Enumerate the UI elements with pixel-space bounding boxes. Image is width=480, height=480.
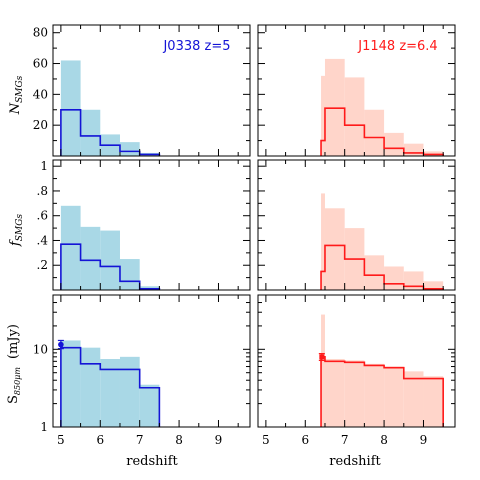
y-tick-label: 1 [40,159,48,173]
y-tick-label: 20 [33,118,48,132]
panel-right-row2 [257,159,456,291]
filled-bar [423,281,444,290]
filled-bar [321,75,325,156]
x-tick-label: 8 [175,433,183,447]
step-line [60,108,161,156]
panel-left-row2: .2 .4 .6 .8 1 [37,159,251,291]
panel-frame [257,159,456,291]
x-tick-label: 7 [341,433,349,447]
x-tick-label: 5 [57,433,65,447]
panel-frame [257,24,456,157]
panel-right-row3: 5 6 7 8 9 [257,294,456,447]
ylabel-row2-sub: SMGs [15,214,25,242]
filled-bar [324,359,345,427]
x-tick-label: 8 [380,433,388,447]
filled-bar [403,371,424,427]
filled-bar [60,60,81,156]
ylabel-row1-sub: SMGs [15,75,25,103]
filled-bar [100,359,120,427]
right-panel-title: J1148 z=6.4 [357,39,437,54]
svg-text:fSMGs: fSMGs [8,214,25,247]
filled-bar [344,360,365,427]
filled-bar [364,255,385,290]
panel-frame [52,159,251,291]
filled-bar [364,109,385,156]
svg-text:NSMGs: NSMGs [8,75,25,115]
filled-bar [80,109,101,156]
filled-bar [100,230,120,290]
left-xaxis-title: redshift [126,454,178,469]
filled-bar [80,226,101,290]
y-tick-label: 40 [33,87,48,101]
x-tick-label: 9 [420,433,428,447]
svg-text:S850μm(mJy): S850μm (mJy) [6,324,22,404]
x-tick-label: 6 [96,433,104,447]
filled-bar [423,376,444,427]
ylabel-row3-sub: 850μm [13,367,22,395]
data-point [58,341,64,348]
x-tick-label: 9 [215,433,223,447]
ylabel-row2: fSMGs [8,214,25,247]
data-point [319,354,325,360]
y-tick-label: 60 [33,57,48,71]
ylabel-row1-main: N [8,102,23,115]
y-tick-label: 1 [40,420,48,434]
filled-bar [384,366,404,427]
y-tick-label: .8 [37,184,48,198]
panel-frame [52,24,251,157]
step-line [320,356,444,427]
y-tick-label: .2 [37,258,48,272]
filled-bar [324,208,345,290]
y-tick-label: .4 [37,233,49,247]
ylabel-row3-unit: (mJy) [6,324,21,359]
filled-bar [60,205,81,290]
filled-bar [403,271,424,290]
ylabel-row1: NSMGs [8,75,25,115]
ylabel-row3-main: S [6,395,21,404]
filled-bar [119,356,140,427]
panel-left-row1: 20 40 60 80 [33,24,251,157]
x-tick-label: 6 [301,433,309,447]
filled-bar [119,142,140,156]
filled-bar [384,132,404,156]
x-tick-label: 5 [262,433,270,447]
y-tick-label: 10 [33,342,48,356]
ylabel-row2-main: f [8,239,23,247]
filled-bar [60,340,81,427]
step-line [60,243,161,290]
filled-bar [344,77,365,156]
filled-bar [403,143,424,156]
ylabel-row3: S850μm (mJy) [6,324,22,404]
right-xaxis-title: redshift [329,454,381,469]
filled-bar [80,347,101,427]
filled-bar [384,266,404,290]
filled-bar [139,384,160,427]
y-tick-label: .6 [37,209,48,223]
filled-bar [321,314,325,427]
x-tick-label: 7 [136,433,144,447]
step-line [60,346,161,427]
y-tick-label: 80 [33,26,48,40]
panel-left-row3: 5 6 7 8 9 1 10 [33,294,251,447]
filled-bar [364,363,385,427]
filled-bar [119,259,140,290]
left-panel-title: J0338 z=5 [162,39,230,54]
panel-right-row1 [257,24,456,157]
filled-bar [321,193,325,290]
